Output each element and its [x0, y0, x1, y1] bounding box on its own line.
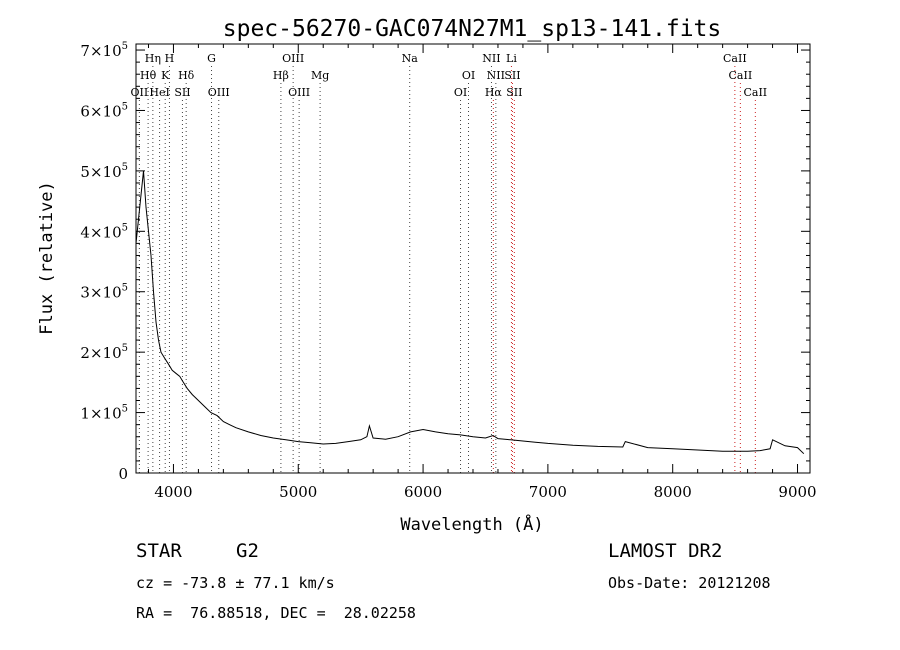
marker-label: Li [506, 52, 517, 65]
marker-label: Hα [485, 86, 503, 99]
coordinates: RA = 76.88518, DEC = 28.02258 [136, 604, 416, 622]
marker-label: OII [131, 86, 149, 99]
object-class: STAR [136, 540, 182, 562]
marker-label: Hδ [178, 69, 195, 82]
x-axis-ticks: 4000 5000 6000 7000 8000 9000 [147, 44, 817, 501]
marker-label: CaII [729, 69, 753, 82]
x-tick-label: 7000 [529, 483, 567, 501]
marker-label: SII [504, 69, 520, 82]
marker-label: Hβ [273, 69, 289, 82]
marker-label: K [161, 69, 170, 82]
y-tick-label: 7×105 [80, 41, 128, 60]
chart-title: spec-56270-GAC074N27M1_sp13-141.fits [223, 16, 722, 42]
subclass: G2 [236, 540, 259, 562]
marker-label: OIII [208, 86, 230, 99]
marker-label: NII [482, 52, 500, 65]
x-axis-label: Wavelength (Å) [400, 513, 543, 535]
y-axis-ticks: 0 1×105 2×105 3×105 4×105 5×105 6×105 7×105 [80, 41, 810, 483]
plot-frame [135, 43, 811, 474]
marker-label: Mg [311, 69, 329, 82]
x-tick-label: 9000 [778, 483, 816, 501]
marker-label: Hθ [140, 69, 157, 82]
y-tick-label: 1×105 [80, 404, 128, 423]
spectrum-line [135, 170, 805, 455]
y-tick-label: 0 [118, 465, 128, 483]
y-tick-label: 6×105 [80, 101, 128, 120]
marker-label: SII [506, 86, 522, 99]
redshift-cz: cz = -73.8 ± 77.1 km/s [136, 574, 335, 592]
marker-label: Hη [145, 52, 161, 65]
marker-label: SII [174, 86, 190, 99]
marker-label: CaII [743, 86, 767, 99]
marker-label: OIII [288, 86, 310, 99]
marker-label: NII [487, 69, 505, 82]
marker-label: Na [402, 52, 419, 65]
x-tick-label: 5000 [279, 483, 317, 501]
obs-date: Obs-Date: 20121208 [608, 574, 771, 592]
x-tick-label: 6000 [404, 483, 442, 501]
marker-label: HeI [149, 86, 169, 99]
marker-label: OI [462, 69, 475, 82]
y-tick-label: 5×105 [80, 162, 128, 181]
spectrum-chart: spec-56270-GAC074N27M1_sp13-141.fits Hη H… [37, 16, 817, 535]
marker-label: OI [454, 86, 467, 99]
marker-label: G [207, 52, 216, 65]
marker-label: H [165, 52, 175, 65]
survey-name: LAMOST DR2 [608, 540, 723, 562]
x-tick-label: 8000 [654, 483, 692, 501]
marker-label: OIII [282, 52, 304, 65]
y-tick-label: 2×105 [80, 343, 128, 362]
y-tick-label: 3×105 [80, 283, 128, 302]
y-axis-label: Flux (relative) [37, 181, 57, 335]
x-tick-label: 4000 [154, 483, 192, 501]
y-tick-label: 4×105 [80, 222, 128, 241]
marker-label: CaII [723, 52, 747, 65]
